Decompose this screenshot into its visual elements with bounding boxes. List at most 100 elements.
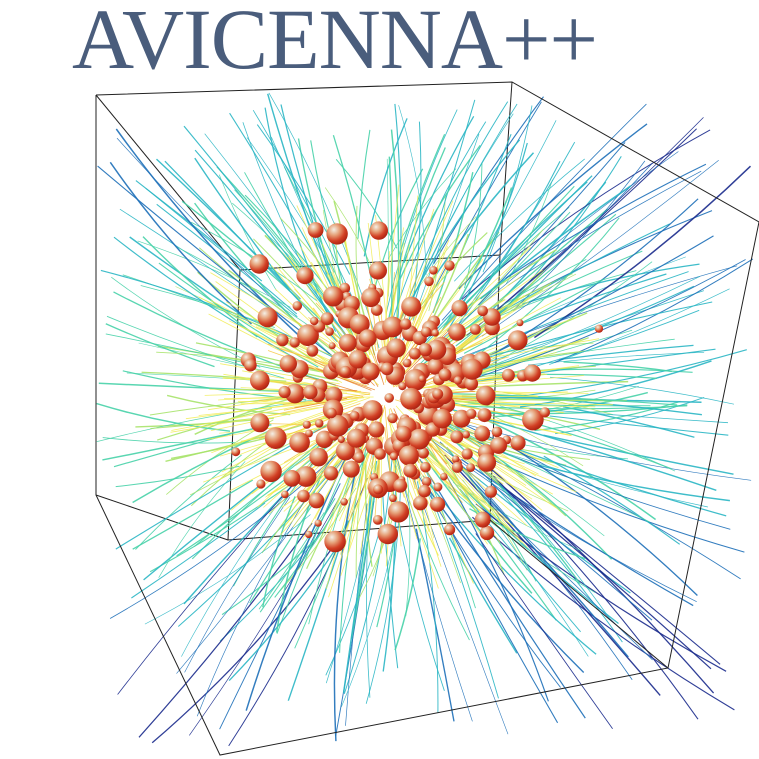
streamline — [489, 472, 610, 619]
streamline — [475, 533, 613, 729]
streamline — [563, 361, 672, 373]
particle-sphere — [372, 515, 383, 525]
particle-sphere — [475, 385, 496, 406]
particle-sphere — [400, 387, 422, 410]
streamline — [402, 139, 521, 317]
particle-sphere — [315, 430, 334, 448]
streamline — [119, 208, 278, 315]
streamline — [398, 105, 427, 275]
streamline — [96, 396, 334, 442]
streamline — [460, 141, 576, 318]
particle-sphere — [484, 485, 497, 498]
particle-sphere — [477, 305, 489, 317]
streamline — [189, 492, 343, 736]
particle-sphere — [431, 329, 439, 337]
particle-sphere — [424, 276, 434, 287]
particle-sphere — [289, 432, 310, 453]
particle-sphere — [340, 498, 348, 506]
streamline — [116, 137, 304, 329]
particle-sphere — [337, 435, 345, 444]
particle-sphere — [444, 524, 456, 536]
particle-sphere — [462, 430, 470, 439]
streamline — [378, 290, 386, 351]
particle-sphere — [302, 420, 311, 429]
particle-sphere — [342, 460, 360, 478]
streamline — [151, 543, 337, 744]
streamline — [137, 240, 291, 308]
particle-sphere — [256, 479, 266, 489]
streamline — [467, 229, 544, 317]
particle-sphere — [308, 492, 325, 509]
streamline — [261, 423, 323, 426]
streamline — [388, 168, 457, 259]
particle-sphere — [510, 435, 526, 451]
particle-sphere — [349, 314, 370, 335]
streamline — [482, 105, 533, 273]
streamline — [170, 407, 319, 433]
streamline — [176, 246, 318, 332]
streamline — [464, 259, 746, 382]
streamline — [442, 400, 672, 470]
particle-sphere — [408, 347, 421, 360]
streamline — [514, 448, 698, 596]
particle-sphere — [418, 343, 432, 357]
particle-sphere — [297, 324, 319, 347]
streamline — [415, 453, 474, 584]
particle-sphere — [323, 286, 344, 307]
streamline — [246, 137, 335, 273]
streamline — [194, 157, 290, 291]
particle-sphere — [283, 470, 301, 487]
particle-sphere — [249, 254, 269, 274]
streamline — [135, 180, 263, 282]
streamline — [481, 276, 701, 370]
streamline — [562, 406, 695, 438]
particle-sphere — [501, 368, 515, 382]
streamline — [206, 413, 347, 441]
streamline — [208, 313, 343, 383]
particle-sphere — [466, 408, 477, 419]
particle-sphere — [377, 523, 398, 545]
streamline — [355, 205, 362, 325]
particle-sphere — [474, 511, 491, 528]
streamline — [455, 462, 629, 658]
particle-sphere — [335, 441, 355, 461]
streamline — [156, 203, 298, 318]
particle-sphere — [479, 525, 495, 541]
particle-sphere — [404, 368, 427, 391]
streamline — [242, 397, 370, 443]
streamline — [558, 344, 694, 361]
streamline — [221, 537, 318, 616]
particle-sphere — [402, 358, 412, 368]
streamline — [459, 488, 581, 633]
streamline — [429, 436, 505, 575]
particle-sphere — [398, 382, 407, 391]
particle-sphere — [305, 530, 313, 539]
streamline — [463, 278, 605, 354]
streamline — [184, 497, 291, 673]
streamline — [489, 223, 671, 319]
streamline — [394, 538, 421, 651]
particle-sphere — [395, 425, 412, 442]
particle-sphere — [349, 411, 360, 421]
particle-sphere — [327, 415, 349, 437]
particle-sphere — [353, 452, 365, 463]
particle-sphere — [413, 495, 428, 511]
streamline — [129, 236, 244, 317]
streamline — [98, 382, 303, 393]
particle-sphere — [346, 428, 366, 448]
particle-sphere — [451, 461, 463, 473]
particle-sphere — [408, 428, 430, 450]
particle-sphere — [373, 484, 384, 495]
streamline — [549, 415, 729, 436]
particle-sphere — [257, 307, 278, 328]
particle-sphere — [448, 323, 466, 341]
streamline — [413, 466, 561, 688]
particle-sphere — [466, 463, 475, 472]
particle-sphere — [307, 222, 324, 238]
streamline — [496, 480, 721, 665]
particle-sphere — [326, 407, 337, 419]
particle-sphere — [281, 490, 289, 499]
particle-sphere — [386, 338, 406, 358]
